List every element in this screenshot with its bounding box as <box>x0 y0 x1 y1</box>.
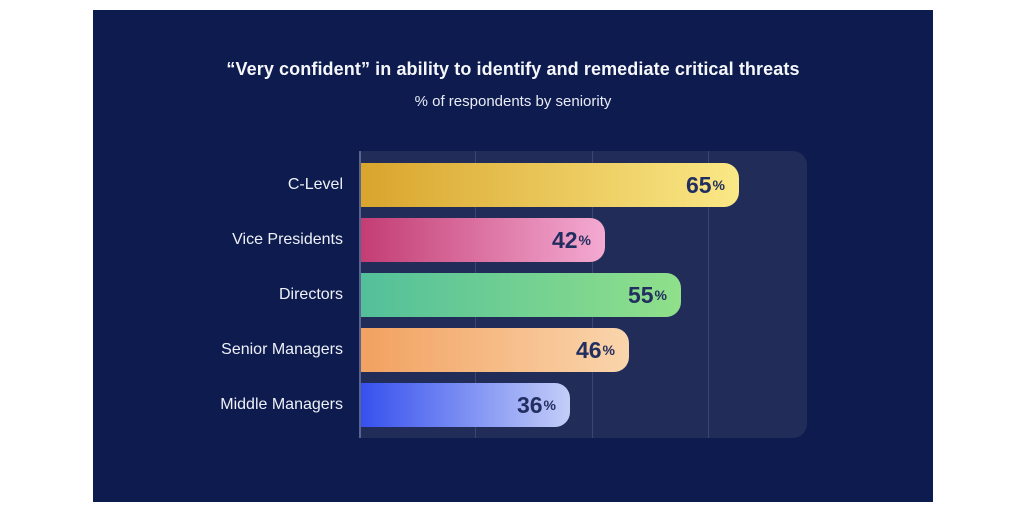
bar-c-level: 65% <box>361 163 739 207</box>
chart-panel: “Very confident” in ability to identify … <box>93 10 933 502</box>
bar-directors: 55% <box>361 273 681 317</box>
gridline <box>708 151 710 438</box>
y-axis-line <box>359 151 361 438</box>
percent-sign: % <box>712 177 725 193</box>
bar-senior-managers: 46% <box>361 328 629 372</box>
value-label: 55 <box>627 281 654 308</box>
chart-title: “Very confident” in ability to identify … <box>226 59 800 79</box>
bar-vice-presidents: 42% <box>361 218 605 262</box>
value-label: 36 <box>516 391 543 418</box>
percent-sign: % <box>578 232 591 248</box>
chart-subtitle: % of respondents by seniority <box>414 93 612 110</box>
category-label: Senior Managers <box>221 341 343 358</box>
percent-sign: % <box>654 287 667 303</box>
category-label: Middle Managers <box>220 396 343 413</box>
value-label: 42 <box>551 226 578 253</box>
percent-sign: % <box>543 397 556 413</box>
category-label: Directors <box>278 286 343 303</box>
value-label: 46 <box>575 336 602 363</box>
category-label: C-Level <box>287 176 343 193</box>
value-label: 65 <box>685 171 712 198</box>
bar-middle-managers: 36% <box>361 383 570 427</box>
percent-sign: % <box>602 342 615 358</box>
category-label: Vice Presidents <box>232 231 343 248</box>
